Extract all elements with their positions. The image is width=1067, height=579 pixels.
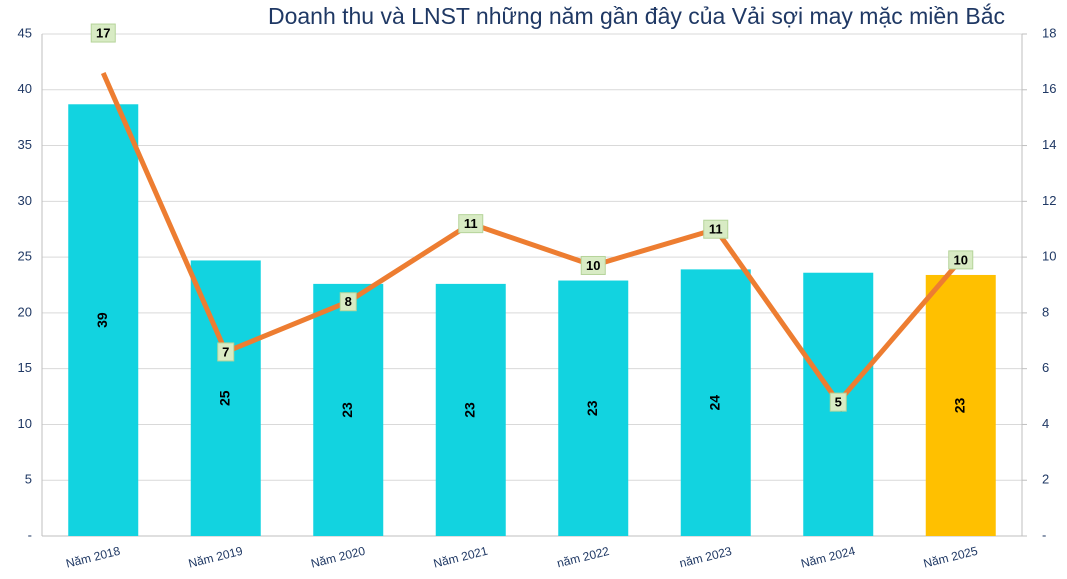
- grid: [42, 33, 1022, 537]
- x-tick-label: Năm 2018: [64, 544, 121, 571]
- bar: [680, 269, 751, 536]
- bar-value-label: 23: [584, 400, 600, 416]
- bar: [313, 283, 384, 536]
- line-value-label: 8: [345, 294, 352, 309]
- line-label-box: [703, 219, 729, 239]
- x-tick-label: năm 2023: [678, 544, 733, 571]
- y2-tick-label: -: [1042, 527, 1046, 542]
- line-value-label: 10: [586, 258, 600, 273]
- bar: [558, 280, 629, 536]
- line-value-label: 17: [96, 25, 110, 40]
- y-tick-label: 30: [18, 193, 32, 208]
- chart-title: Doanh thu và LNST những năm gần đây của …: [268, 3, 1005, 29]
- bar-value-label: 24: [706, 395, 722, 411]
- y2-tick-label: 14: [1042, 137, 1056, 152]
- bar-value-label: 23: [951, 397, 967, 413]
- y2-tick-label: 18: [1042, 25, 1056, 40]
- x-tick-label: Năm 2024: [799, 544, 856, 571]
- y-tick-label: 10: [18, 416, 32, 431]
- line: [100, 72, 963, 405]
- y-tick-label: 45: [18, 25, 32, 40]
- line-value-label: 10: [954, 252, 968, 267]
- y2-tick-label: 6: [1042, 360, 1049, 375]
- line-label-box: [580, 255, 606, 275]
- bar-value-label: 23: [461, 402, 477, 418]
- x-tick-label: năm 2022: [555, 544, 610, 571]
- bar: [435, 283, 506, 536]
- line-label-box: [217, 342, 235, 362]
- y-tick-label: 40: [18, 81, 32, 96]
- line-value-label: 7: [222, 344, 229, 359]
- y2-tick-label: 8: [1042, 304, 1049, 319]
- y2-tick-label: 12: [1042, 193, 1056, 208]
- line-label-box: [90, 23, 116, 43]
- bar-value-label: 25: [216, 390, 232, 406]
- bar-value-label: 39: [94, 312, 110, 328]
- x-tick-label: Năm 2019: [187, 544, 244, 571]
- line-label-box: [948, 250, 974, 270]
- line-value-label: 5: [835, 395, 842, 410]
- x-tick-label: Năm 2025: [922, 544, 979, 571]
- y-tick-label: 25: [18, 249, 32, 264]
- bar: [190, 260, 261, 536]
- bar: [68, 104, 139, 536]
- line-label-box: [829, 392, 847, 412]
- y2-tick-label: 10: [1042, 249, 1056, 264]
- bar: [925, 274, 996, 536]
- bar-value-label: 23: [339, 402, 355, 418]
- y-tick-label: 20: [18, 304, 32, 319]
- y-tick-label: 15: [18, 360, 32, 375]
- line-label-box: [339, 292, 357, 312]
- y-tick-label: 35: [18, 137, 32, 152]
- y2-tick-label: 4: [1042, 416, 1049, 431]
- y-tick-label: -: [28, 527, 32, 542]
- x-tick-label: Năm 2021: [432, 544, 489, 571]
- line-label-box: [458, 214, 484, 234]
- y2-tick-label: 16: [1042, 81, 1056, 96]
- line-value-label: 11: [464, 216, 478, 231]
- line-value-label: 11: [709, 222, 723, 237]
- y-tick-label: 5: [25, 472, 32, 487]
- x-tick-label: Năm 2020: [309, 544, 366, 571]
- y2-tick-label: 2: [1042, 472, 1049, 487]
